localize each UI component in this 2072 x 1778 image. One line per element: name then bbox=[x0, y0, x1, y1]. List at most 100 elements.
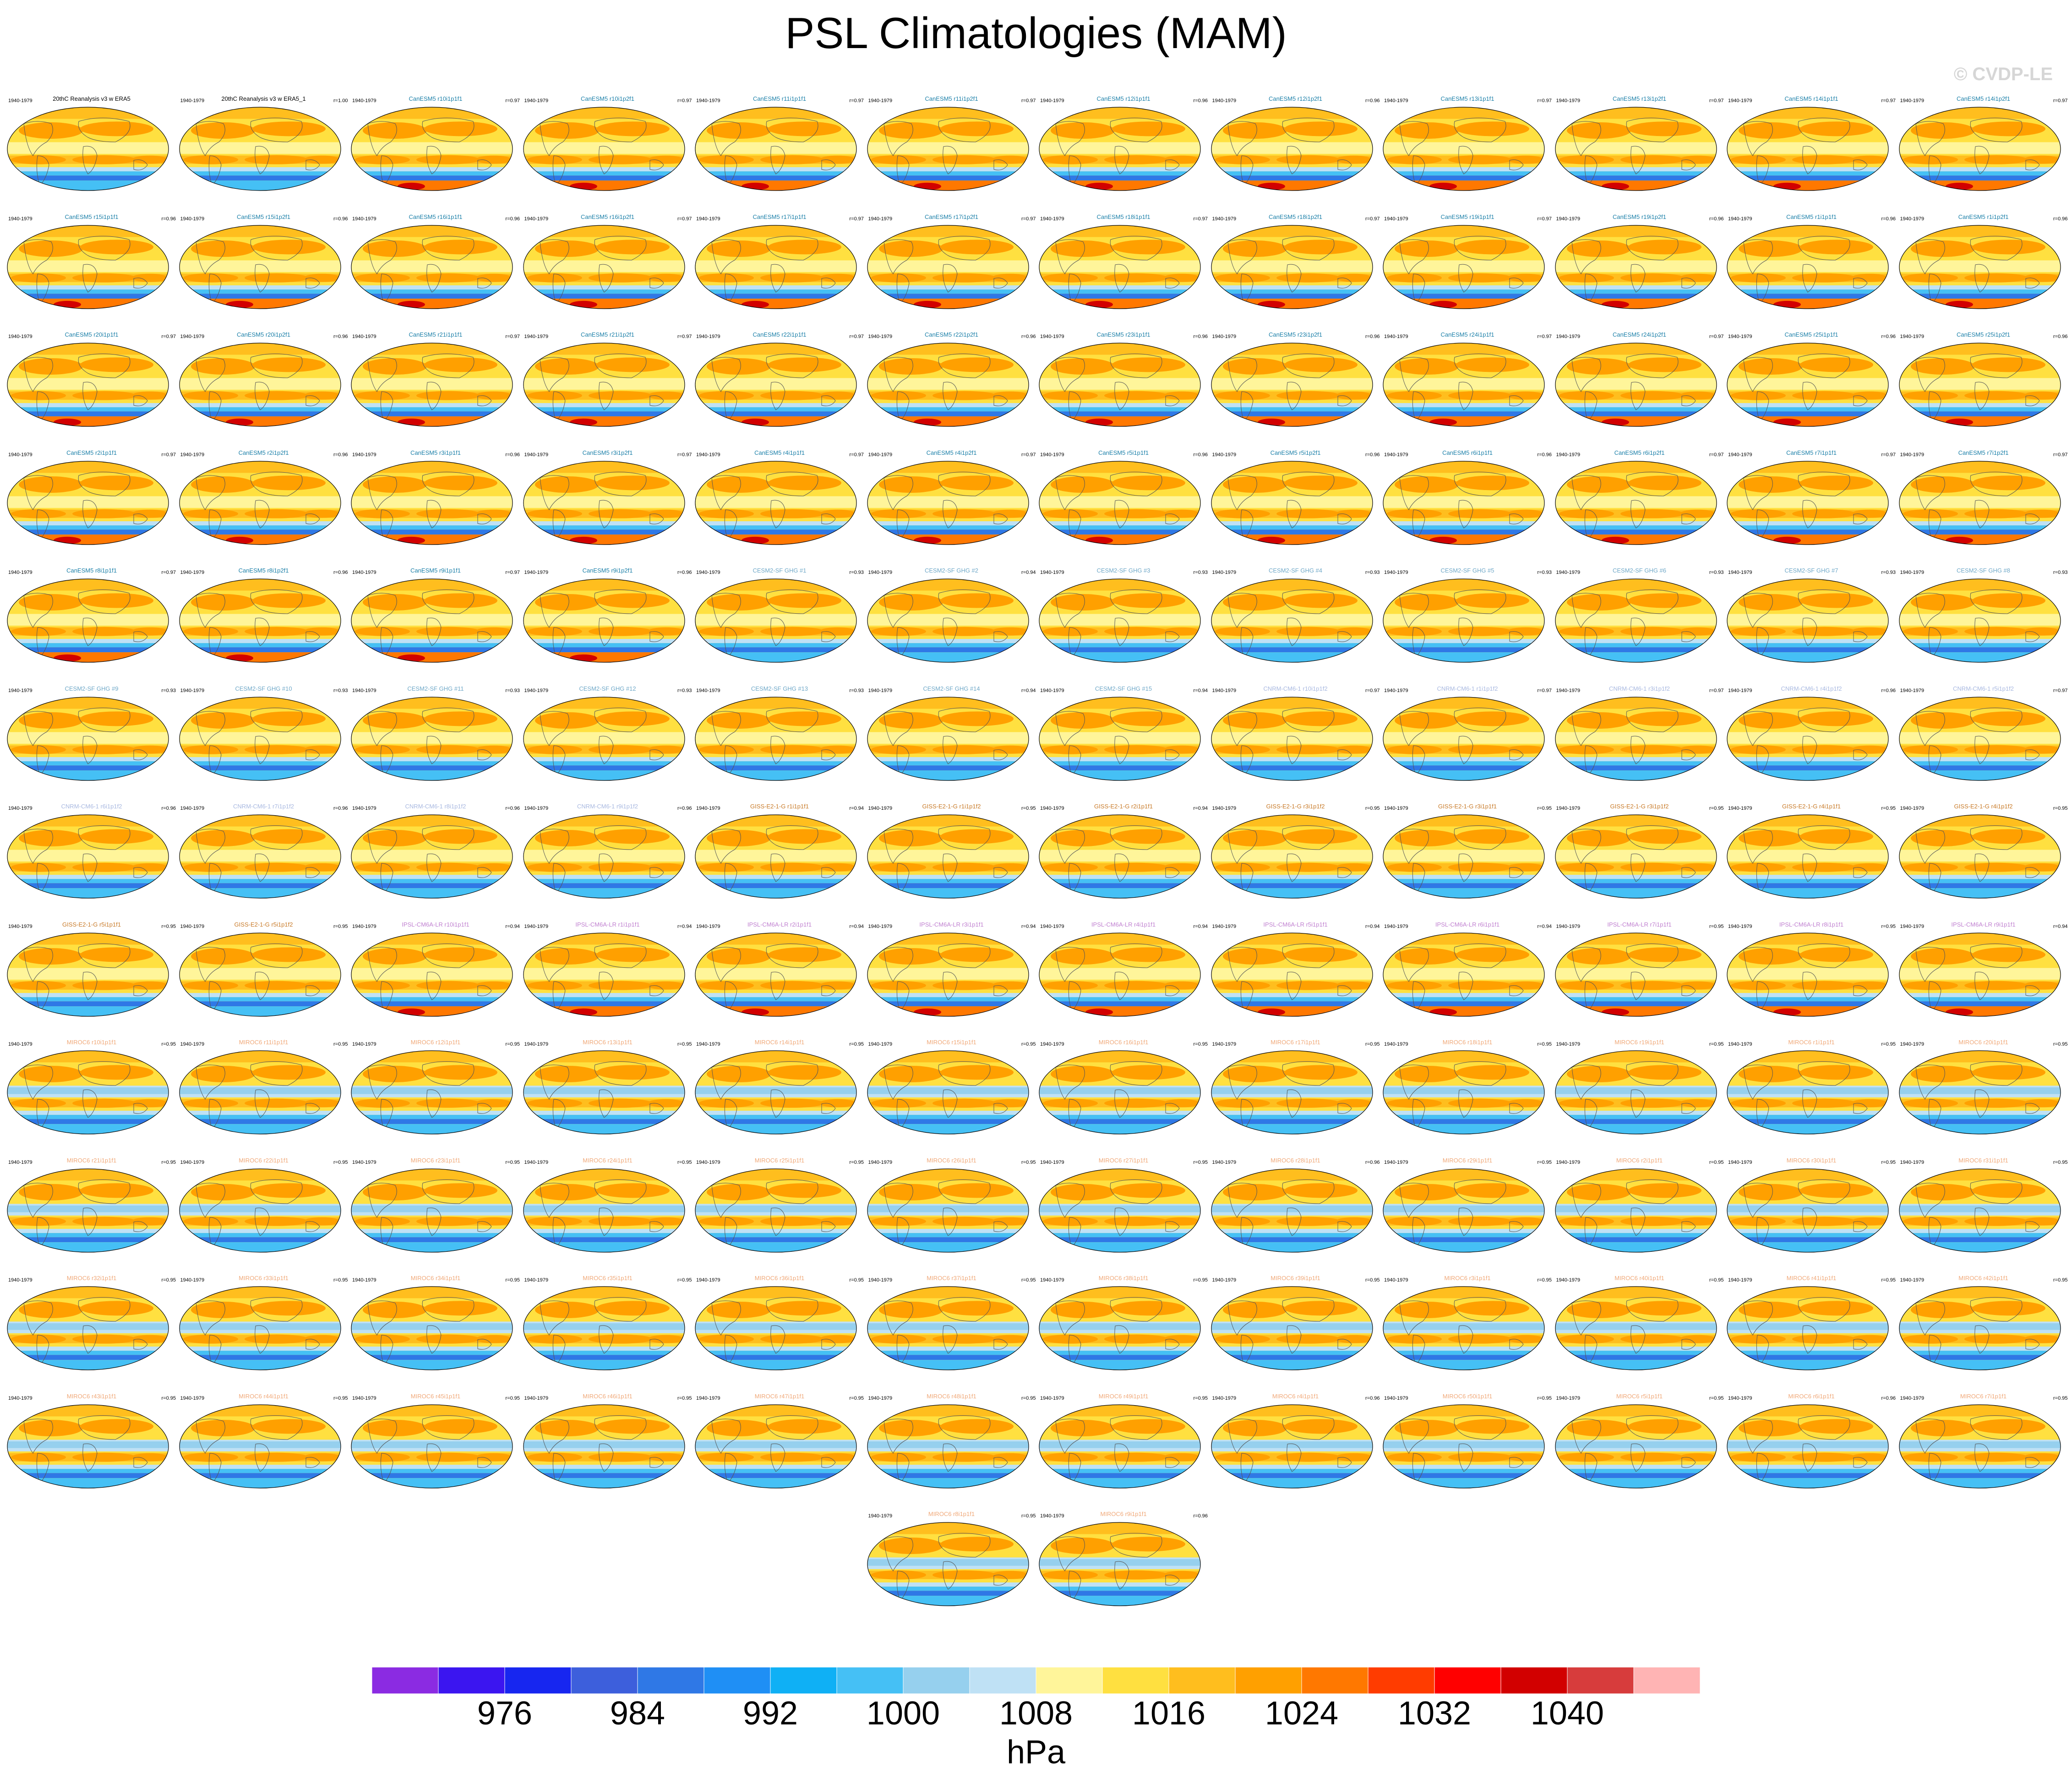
panel-correlation: r=0.95 bbox=[1365, 806, 1380, 811]
map-panel: 1940-1979 CNRM-CM6-1 r7i1p1f2 r=0.96 bbox=[178, 799, 350, 905]
panel-title: CanESM5 r4i1p1f1 bbox=[754, 449, 805, 456]
map-panel: 1940-1979 CNRM-CM6-1 r1i1p1f2 r=0.97 bbox=[1381, 682, 1554, 787]
map-panel: 1940-1979 IPSL-CM6A-LR r4i1p1f1 r=0.94 bbox=[1037, 917, 1210, 1023]
panel-correlation: r=0.97 bbox=[1193, 216, 1208, 222]
panel-title: MIROC6 r3i1p1f1 bbox=[1444, 1275, 1491, 1282]
map-plot bbox=[1554, 814, 1717, 899]
map-panel: 1940-1979 MIROC6 r14i1p1f1 r=0.95 bbox=[693, 1035, 866, 1140]
panel-title: MIROC6 r12i1p1f1 bbox=[410, 1039, 461, 1046]
panel-title: CESM2-SF GHG #6 bbox=[1612, 567, 1667, 574]
colorbar-tick: 1040 bbox=[1530, 1695, 1604, 1732]
panel-correlation: r=0.95 bbox=[849, 1159, 864, 1165]
panel-title: GISS-E2-1-G r4i1p1f1 bbox=[1782, 803, 1841, 810]
panel-title: CNRM-CM6-1 r10i1p1f2 bbox=[1263, 685, 1328, 692]
map-plot bbox=[1210, 1050, 1373, 1134]
panel-period: 1940-1979 bbox=[1040, 570, 1064, 575]
map-plot bbox=[523, 696, 685, 781]
map-panel: 1940-1979 CESM2-SF GHG #3 r=0.93 bbox=[1037, 563, 1210, 669]
panel-correlation: r=0.95 bbox=[505, 1159, 520, 1165]
panel-correlation: r=0.97 bbox=[1537, 687, 1552, 693]
map-panel: 1940-1979 MIROC6 r17i1p1f1 r=0.95 bbox=[1210, 1035, 1382, 1140]
panel-period: 1940-1979 bbox=[868, 687, 893, 693]
map-plot bbox=[867, 1404, 1029, 1489]
panel-correlation: r=0.94 bbox=[1193, 687, 1208, 693]
panel-period: 1940-1979 bbox=[1384, 452, 1408, 458]
colorbar-swatch bbox=[1235, 1667, 1302, 1694]
panel-title: CanESM5 r16i1p2f1 bbox=[580, 213, 635, 220]
panel-title: GISS-E2-1-G r4i1p1f2 bbox=[1954, 803, 2013, 810]
map-panel: 1940-1979 MIROC6 r34i1p1f1 r=0.95 bbox=[349, 1271, 522, 1376]
panel-period: 1940-1979 bbox=[696, 1159, 720, 1165]
map-plot bbox=[695, 578, 857, 663]
map-plot bbox=[1727, 1404, 1889, 1489]
map-panel: 1940-1979 GISS-E2-1-G r3i1p1f1 r=0.95 bbox=[1381, 799, 1554, 905]
panel-correlation: r=0.94 bbox=[1193, 806, 1208, 811]
map-plot bbox=[7, 224, 169, 309]
panel-correlation: r=0.97 bbox=[1537, 98, 1552, 104]
panel-correlation: r=0.96 bbox=[1365, 334, 1380, 339]
map-panel: 1940-1979 CanESM5 r9i1p2f1 r=0.96 bbox=[522, 563, 694, 669]
panel-period: 1940-1979 bbox=[180, 1395, 205, 1401]
map-panel: 1940-1979 IPSL-CM6A-LR r5i1p1f1 r=0.94 bbox=[1210, 917, 1382, 1023]
panel-correlation: r=0.96 bbox=[2053, 334, 2068, 339]
colorbar bbox=[372, 1667, 1700, 1694]
panel-correlation: r=0.95 bbox=[677, 1159, 692, 1165]
colorbar-swatch bbox=[1102, 1667, 1169, 1694]
map-panel: 1940-1979 MIROC6 r1i1p1f1 r=0.95 bbox=[1725, 1035, 1898, 1140]
map-panel: 1940-1979 CanESM5 r8i1p2f1 r=0.96 bbox=[178, 563, 350, 669]
map-plot bbox=[1383, 1168, 1545, 1253]
map-plot bbox=[1898, 1050, 2061, 1134]
panel-title: CNRM-CM6-1 r7i1p1f2 bbox=[233, 803, 294, 810]
map-panel: 1940-1979 CanESM5 r21i1p2f1 r=0.97 bbox=[522, 327, 694, 433]
panel-correlation: r=0.96 bbox=[1021, 334, 1036, 339]
map-plot bbox=[1383, 696, 1545, 781]
panel-correlation: r=0.97 bbox=[1021, 98, 1036, 104]
map-panel: 1940-1979 MIROC6 r4i1p1f1 r=0.96 bbox=[1210, 1389, 1382, 1494]
panel-correlation: r=0.94 bbox=[2053, 923, 2068, 929]
panel-correlation: r=0.97 bbox=[1365, 216, 1380, 222]
map-panel: 1940-1979 CanESM5 r15i1p1f1 r=0.96 bbox=[5, 210, 178, 315]
panel-correlation: r=0.96 bbox=[1193, 452, 1208, 458]
panel-correlation: r=0.95 bbox=[2053, 1277, 2068, 1283]
panel-title: MIROC6 r50i1p1f1 bbox=[1442, 1392, 1493, 1400]
map-panel: 1940-1979 GISS-E2-1-G r1i1p1f2 r=0.95 bbox=[866, 799, 1038, 905]
panel-period: 1940-1979 bbox=[1556, 216, 1581, 222]
panel-title: CanESM5 r24i1p2f1 bbox=[1612, 331, 1667, 338]
panel-title: IPSL-CM6A-LR r2i1p1f1 bbox=[747, 921, 812, 928]
panel-title: IPSL-CM6A-LR r3i1p1f1 bbox=[919, 921, 984, 928]
panel-correlation: r=0.93 bbox=[849, 687, 864, 693]
panel-period: 1940-1979 bbox=[8, 1395, 33, 1401]
map-panel: 1940-1979 CanESM5 r1i1p1f1 r=0.96 bbox=[1725, 210, 1898, 315]
panel-title: MIROC6 r1i1p1f1 bbox=[1788, 1039, 1835, 1046]
map-panel: 1940-1979 MIROC6 r43i1p1f1 r=0.95 bbox=[5, 1389, 178, 1494]
map-plot bbox=[695, 1404, 857, 1489]
panel-period: 1940-1979 bbox=[1900, 452, 1925, 458]
panel-title: CanESM5 r19i1p1f1 bbox=[1440, 213, 1494, 220]
panel-title: CanESM5 r12i1p1f1 bbox=[1096, 95, 1151, 102]
panel-period: 1940-1979 bbox=[868, 1159, 893, 1165]
map-plot bbox=[179, 932, 341, 1017]
panel-period: 1940-1979 bbox=[524, 1277, 549, 1283]
panel-period: 1940-1979 bbox=[524, 1042, 549, 1047]
panel-period: 1940-1979 bbox=[868, 1395, 893, 1401]
panel-title: CESM2-SF GHG #14 bbox=[923, 685, 980, 692]
panel-title: CESM2-SF GHG #3 bbox=[1096, 567, 1151, 574]
panel-correlation: r=0.95 bbox=[849, 1277, 864, 1283]
map-plot bbox=[1554, 1168, 1717, 1253]
map-plot bbox=[351, 343, 513, 427]
map-panel: 1940-1979 CNRM-CM6-1 r10i1p1f2 r=0.97 bbox=[1210, 682, 1382, 787]
map-plot bbox=[1554, 343, 1717, 427]
panel-title: GISS-E2-1-G r1i1p1f2 bbox=[922, 803, 981, 810]
map-plot bbox=[523, 1050, 685, 1134]
map-plot bbox=[1554, 932, 1717, 1017]
panel-title: CanESM5 r14i1p2f1 bbox=[1956, 95, 2011, 102]
map-panel: 1940-1979 MIROC6 r23i1p1f1 r=0.95 bbox=[349, 1153, 522, 1259]
panel-correlation: r=0.94 bbox=[1021, 687, 1036, 693]
panel-correlation: r=0.95 bbox=[333, 1159, 348, 1165]
panel-period: 1940-1979 bbox=[868, 1277, 893, 1283]
map-plot bbox=[179, 1050, 341, 1134]
panel-correlation: r=0.95 bbox=[1709, 806, 1724, 811]
panel-correlation: r=0.97 bbox=[1881, 98, 1896, 104]
panel-correlation: r=0.93 bbox=[333, 687, 348, 693]
panel-correlation: r=0.95 bbox=[1881, 806, 1896, 811]
